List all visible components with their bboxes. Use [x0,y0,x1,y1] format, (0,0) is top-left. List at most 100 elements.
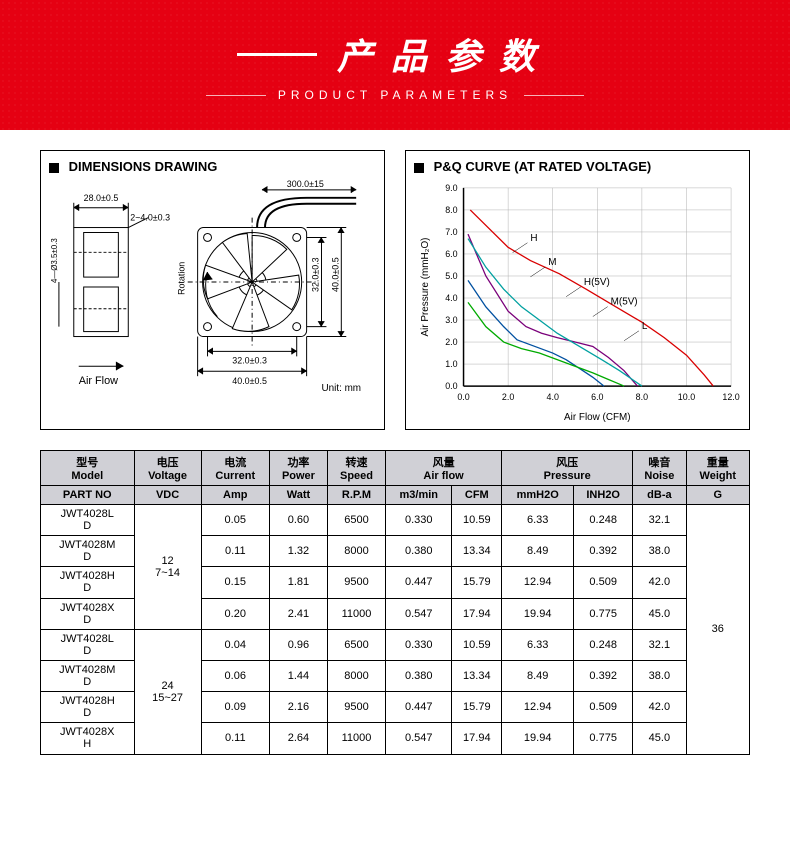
cell-amp: 0.11 [201,723,269,754]
cell-part: JWT4028XH [41,723,135,754]
u-g: G [686,486,749,505]
cell-watt: 0.60 [269,505,327,536]
cell-rpm: 8000 [327,536,385,567]
cell-part: JWT4028XD [41,598,135,629]
dimensions-svg: 28.0±0.5 2~4.0±0.3 4—Ø3.5±0.3 Air Flow [49,178,376,426]
h-noise-en: Noise [635,470,683,482]
cell-cfm: 17.94 [452,598,502,629]
subrule-right [524,95,584,96]
u-cfm: CFM [452,486,502,505]
cell-amp: 0.11 [201,536,269,567]
cell-m3min: 0.380 [386,660,452,691]
cell-cfm: 15.79 [452,692,502,723]
svg-text:M(5V): M(5V) [611,297,638,308]
h-speed-cn: 转速 [330,454,383,470]
cell-rpm: 8000 [327,660,385,691]
h-current-en: Current [204,470,267,482]
cell-amp: 0.09 [201,692,269,723]
header-row-units: PART NO VDC Amp Watt R.P.M m3/min CFM mm… [41,486,750,505]
h-voltage-cn: 电压 [137,454,199,470]
svg-text:5.0: 5.0 [445,271,457,281]
pq-svg: 0.02.04.06.08.010.012.00.01.02.03.04.05.… [414,178,741,426]
svg-text:4.0: 4.0 [547,392,559,402]
cell-cfm: 17.94 [452,723,502,754]
u-m3min: m3/min [386,486,452,505]
rotation-label: Rotation [177,262,187,295]
cell-rpm: 11000 [327,723,385,754]
svg-text:8.0: 8.0 [636,392,648,402]
u-inh2o: INH2O [574,486,633,505]
h-pressure-en: Pressure [504,470,630,482]
cell-cfm: 10.59 [452,505,502,536]
svg-text:6.0: 6.0 [445,249,457,259]
u-amp: Amp [201,486,269,505]
h-current-cn: 电流 [204,454,267,470]
rule-left [237,53,317,56]
cell-mmh2o: 19.94 [502,598,574,629]
cell-cfm: 15.79 [452,567,502,598]
cell-dba: 45.0 [633,598,686,629]
cell-rpm: 11000 [327,598,385,629]
cell-dba: 42.0 [633,692,686,723]
cell-amp: 0.20 [201,598,269,629]
spec-table: 型号Model 电压Voltage 电流Current 功率Power 转速Sp… [40,450,750,755]
svg-text:0.0: 0.0 [457,392,469,402]
cell-part: JWT4028MD [41,536,135,567]
content: DIMENSIONS DRAWING [0,130,790,765]
u-partno: PART NO [41,486,135,505]
cell-inh2o: 0.775 [574,598,633,629]
cell-mmh2o: 12.94 [502,567,574,598]
cell-amp: 0.06 [201,660,269,691]
cell-mmh2o: 8.49 [502,536,574,567]
h-airflow-cn: 风量 [388,454,499,470]
h-power-en: Power [272,470,325,482]
h-noise-cn: 噪音 [635,454,683,470]
banner-title-row: 产品参数 [237,28,553,80]
cell-amp: 0.05 [201,505,269,536]
cell-mmh2o: 6.33 [502,505,574,536]
cell-voltage: 127~14 [134,505,201,630]
dim-outer-w: 40.0±0.5 [232,376,267,386]
cell-cfm: 13.34 [452,660,502,691]
cell-voltage: 2415~27 [134,629,201,754]
cell-watt: 2.41 [269,598,327,629]
cell-part: JWT4028HD [41,692,135,723]
cell-mmh2o: 8.49 [502,660,574,691]
spec-table-body: JWT4028LD127~140.050.6065000.33010.596.3… [41,505,750,755]
h-speed-en: Speed [330,470,383,482]
cell-dba: 42.0 [633,567,686,598]
pq-title: P&Q CURVE (AT RATED VOLTAGE) [414,159,741,174]
cell-mmh2o: 19.94 [502,723,574,754]
dim-wire-len: 300.0±15 [287,179,324,189]
square-bullet-icon [414,163,424,173]
figures-row: DIMENSIONS DRAWING [40,150,750,430]
cell-amp: 0.15 [201,567,269,598]
cell-m3min: 0.330 [386,505,452,536]
svg-text:Air Pressure (mmH₂O): Air Pressure (mmH₂O) [420,238,431,337]
cell-cfm: 10.59 [452,629,502,660]
svg-text:3.0: 3.0 [445,315,457,325]
svg-text:H: H [530,233,537,244]
cell-amp: 0.04 [201,629,269,660]
h-weight-cn: 重量 [689,454,747,470]
cell-m3min: 0.447 [386,692,452,723]
cell-inh2o: 0.248 [574,629,633,660]
dimensions-svg-wrap: 28.0±0.5 2~4.0±0.3 4—Ø3.5±0.3 Air Flow [49,178,376,422]
cell-watt: 2.16 [269,692,327,723]
cell-rpm: 6500 [327,629,385,660]
dim-width-top: 28.0±0.5 [84,193,119,203]
airflow-label: Air Flow [79,375,118,387]
cell-part: JWT4028HD [41,567,135,598]
pq-title-text: P&Q CURVE (AT RATED VOLTAGE) [434,159,652,174]
dim-inner-w: 32.0±0.3 [232,355,267,365]
cell-m3min: 0.330 [386,629,452,660]
table-row: JWT4028LD2415~270.040.9665000.33010.596.… [41,629,750,660]
svg-text:4.0: 4.0 [445,293,457,303]
svg-text:9.0: 9.0 [445,183,457,193]
svg-text:M: M [548,257,556,268]
dimensions-title: DIMENSIONS DRAWING [49,159,376,174]
square-bullet-icon [49,163,59,173]
dimensions-title-text: DIMENSIONS DRAWING [69,159,218,174]
cell-part: JWT4028LD [41,505,135,536]
svg-text:L: L [642,321,648,332]
